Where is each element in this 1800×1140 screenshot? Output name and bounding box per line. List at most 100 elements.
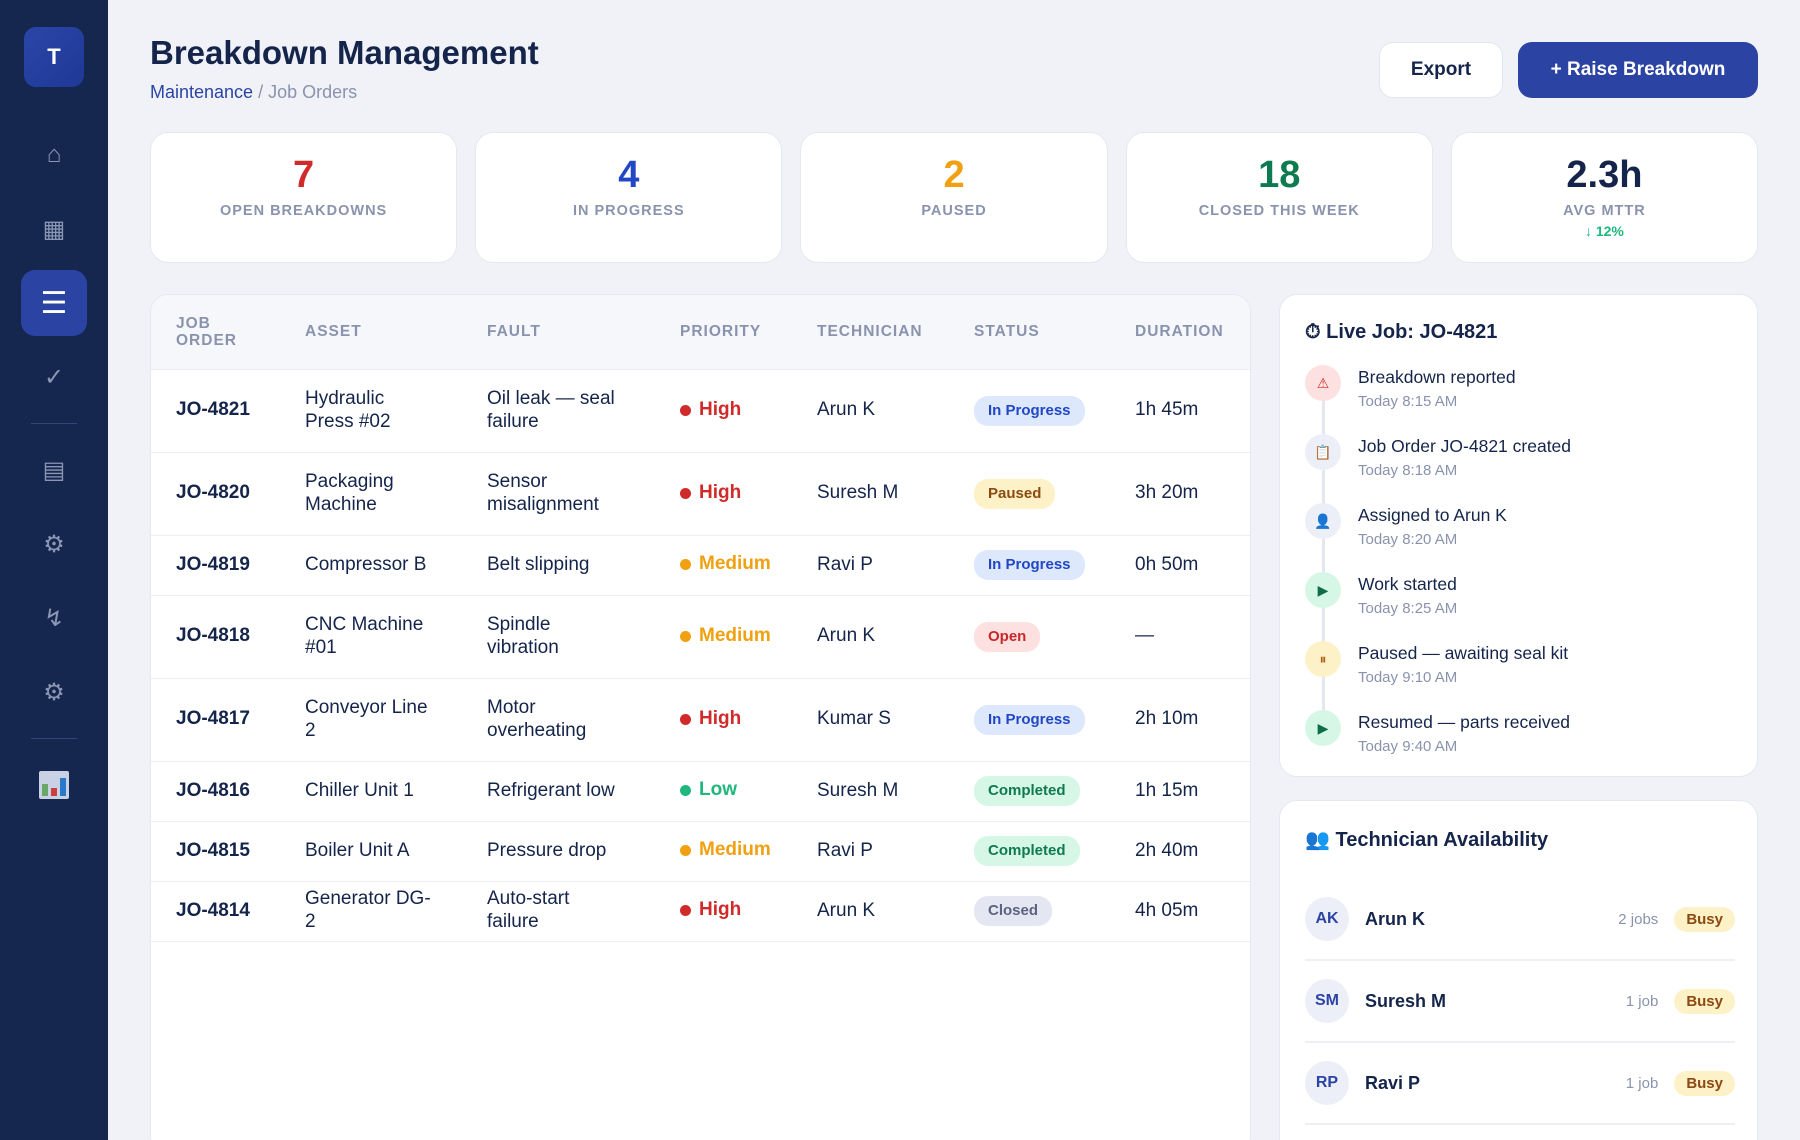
job-orders-table-card: JOB ORDER ASSET FAULT PRIORITY TECHNICIA… (150, 294, 1251, 1140)
timeline-event-title: Work started (1358, 574, 1457, 594)
priority-dot-icon (680, 559, 691, 571)
raise-breakdown-button[interactable]: + Raise Breakdown (1518, 42, 1758, 98)
stat-value: 18 (1258, 154, 1301, 196)
fault-desc: Motor overheating (462, 678, 655, 762)
table-row[interactable]: JO-4817 Conveyor Line 2 Motor overheatin… (151, 678, 1250, 762)
nav-home[interactable]: ⌂ (21, 122, 87, 188)
nav-settings[interactable]: ⚙ (21, 659, 87, 725)
nav-job-orders[interactable]: ☰ (21, 270, 87, 336)
col-asset[interactable]: ASSET (280, 295, 462, 370)
priority-label: Low (699, 779, 737, 801)
timeline-event-time: Today 9:40 AM (1358, 738, 1458, 755)
priority-cell: Medium (655, 595, 792, 679)
fault-desc: Oil leak — seal failure (462, 369, 655, 453)
priority-label: Medium (699, 839, 771, 861)
status-badge: In Progress (974, 704, 1085, 735)
job-order-id[interactable]: JO-4815 (151, 821, 280, 882)
breadcrumb: Maintenance / Job Orders (150, 82, 357, 103)
status-badge: Closed (974, 896, 1053, 926)
job-order-id[interactable]: JO-4818 (151, 595, 280, 679)
priority-indicator: Medium (680, 553, 771, 576)
col-fault[interactable]: FAULT (462, 295, 655, 370)
availability-badge: Busy (1674, 988, 1735, 1014)
nav-energy[interactable]: ↯ (21, 585, 87, 651)
avatar: SM (1305, 979, 1349, 1023)
duration: 1h 15m (1110, 761, 1250, 822)
breadcrumb-maintenance[interactable]: Maintenance (150, 82, 254, 102)
duration: 2h 40m (1110, 821, 1250, 882)
job-order-id[interactable]: JO-4819 (151, 535, 280, 596)
stat-avg-mttr: 2.3h AVG MTTR ↓ 12% (1450, 132, 1759, 263)
technician-name: Arun K (792, 595, 949, 679)
nav-inventory[interactable]: ▤ (21, 437, 87, 503)
timeline-event-time: Today 8:25 AM (1358, 600, 1458, 617)
table-row[interactable]: JO-4819 Compressor B Belt slipping Mediu… (151, 535, 1250, 596)
job-order-id[interactable]: JO-4814 (151, 881, 280, 942)
check-icon: ✓ (43, 363, 65, 391)
technician-name: Kumar S (792, 678, 949, 762)
technician-name: Ravi P (792, 821, 949, 882)
status-badge: Completed (974, 836, 1080, 866)
job-order-id[interactable]: JO-4821 (151, 369, 280, 453)
priority-dot-icon (680, 905, 691, 917)
priority-indicator: Low (680, 779, 737, 802)
job-order-id[interactable]: JO-4820 (151, 452, 280, 536)
timeline-event: ▶ Work started Today 8:25 AM (1305, 572, 1735, 641)
nav-reports[interactable] (21, 752, 87, 818)
live-job-title-text: Live Job: JO-4821 (1326, 321, 1498, 343)
technician-row[interactable]: AK Arun K 2 jobs Busy (1305, 879, 1735, 961)
table-row[interactable]: JO-4814 Generator DG-2 Auto-start failur… (151, 881, 1250, 942)
priority-cell: High (655, 881, 792, 942)
fault-desc: Refrigerant low (462, 761, 655, 822)
technician-row[interactable]: RP Ravi P 1 job Busy (1305, 1043, 1735, 1125)
app-logo[interactable]: T (24, 27, 84, 87)
priority-dot-icon (680, 630, 691, 642)
stat-value: 7 (293, 154, 315, 196)
col-technician[interactable]: TECHNICIAN (792, 295, 949, 370)
technician-name: Ravi P (1365, 1072, 1421, 1093)
col-duration[interactable]: DURATION (1110, 295, 1250, 370)
timeline-event: ⚠ Breakdown reported Today 8:15 AM (1305, 365, 1735, 434)
table-row[interactable]: JO-4816 Chiller Unit 1 Refrigerant low L… (151, 761, 1250, 822)
technician-row[interactable] (1305, 1125, 1735, 1140)
table-row[interactable]: JO-4818 CNC Machine #01 Spindle vibratio… (151, 595, 1250, 679)
priority-cell: High (655, 452, 792, 536)
nav-checklist[interactable]: ✓ (21, 344, 87, 410)
timeline-event-time: Today 8:18 AM (1358, 462, 1458, 479)
timeline-event: 📋 Job Order JO-4821 created Today 8:18 A… (1305, 434, 1735, 503)
table-row[interactable]: JO-4820 Packaging Machine Sensor misalig… (151, 452, 1250, 536)
status-cell: Completed (949, 821, 1110, 882)
timeline-event-time: Today 9:10 AM (1358, 669, 1458, 686)
table-header-row: JOB ORDER ASSET FAULT PRIORITY TECHNICIA… (151, 295, 1250, 370)
priority-indicator: Medium (680, 839, 771, 862)
job-order-id[interactable]: JO-4816 (151, 761, 280, 822)
page-title: Breakdown Management (150, 34, 539, 71)
job-order-id[interactable]: JO-4817 (151, 678, 280, 762)
export-button[interactable]: Export (1379, 42, 1503, 98)
timeline-event: ⏸ Paused — awaiting seal kit Today 9:10 … (1305, 641, 1735, 710)
priority-dot-icon (680, 845, 691, 857)
asset-name: Compressor B (280, 535, 462, 596)
technician-availability-title: 👥 Technician Availability (1305, 827, 1548, 852)
timeline-event: 👤 Assigned to Arun K Today 8:20 AM (1305, 503, 1735, 572)
table-row[interactable]: JO-4815 Boiler Unit A Pressure drop Medi… (151, 821, 1250, 882)
col-job-order[interactable]: JOB ORDER (151, 295, 280, 370)
bar-chart-icon (39, 771, 69, 799)
asset-name: Chiller Unit 1 (280, 761, 462, 822)
home-icon: ⌂ (46, 141, 62, 168)
technician-row[interactable]: SM Suresh M 1 job Busy (1305, 961, 1735, 1043)
job-orders-table: JOB ORDER ASSET FAULT PRIORITY TECHNICIA… (151, 295, 1250, 942)
nav-calendar[interactable]: ▦ (21, 196, 87, 262)
status-badge: In Progress (974, 395, 1085, 426)
technician-availability-card: 👥 Technician Availability AK Arun K 2 jo… (1279, 800, 1758, 1140)
timeline-event-title: Resumed — parts received (1358, 712, 1571, 732)
technician-job-count: 1 job (1625, 1074, 1659, 1092)
nav-assets[interactable]: ⚙ (21, 511, 87, 577)
job-timeline: ⚠ Breakdown reported Today 8:15 AM 📋 Job… (1305, 365, 1735, 779)
play-icon: ▶ (1305, 710, 1341, 746)
col-priority[interactable]: PRIORITY (655, 295, 792, 370)
priority-label: High (699, 899, 742, 921)
priority-cell: Medium (655, 535, 792, 596)
table-row[interactable]: JO-4821 Hydraulic Press #02 Oil leak — s… (151, 369, 1250, 453)
col-status[interactable]: STATUS (949, 295, 1110, 370)
